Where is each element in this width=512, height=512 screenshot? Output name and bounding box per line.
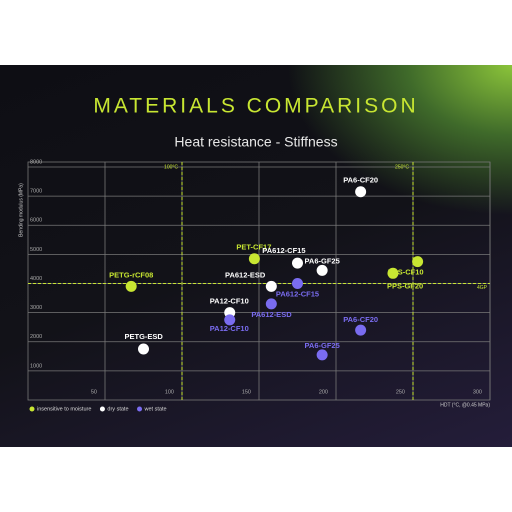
ref-label: 250°C [395, 164, 409, 170]
point [224, 314, 236, 326]
x-tick-label: 250 [396, 389, 405, 395]
legend-label: wet state [144, 406, 167, 412]
legend-marker [29, 406, 35, 412]
point [316, 349, 328, 361]
x-axis-label: HDT (°C, @0.45 MPa) [440, 402, 490, 408]
point [412, 256, 424, 268]
y-tick-label: 3000 [30, 305, 42, 311]
x-tick-label: 300 [473, 389, 482, 395]
point-label: PA6-GF25 [304, 341, 339, 350]
y-tick-label: 7000 [30, 189, 42, 195]
point [292, 257, 303, 269]
point-label: PETG-rCF08 [109, 270, 153, 279]
point [387, 267, 399, 279]
legend-label: insensitive to moisture [37, 406, 91, 412]
point-label: PA12-CF10 [210, 324, 249, 333]
legend-marker [137, 406, 143, 412]
y-tick-label: 6000 [30, 218, 42, 224]
point-label: PPS-GF20 [387, 281, 423, 290]
point-label: PA12-CF10 [210, 297, 249, 306]
point-label: PA6-GF25 [304, 256, 339, 265]
x-tick-label: 200 [319, 389, 328, 395]
point [248, 253, 260, 265]
x-tick-label: 100 [165, 389, 174, 395]
point-label: PA6-CF20 [343, 315, 378, 324]
point [265, 280, 277, 292]
y-tick-label: 1000 [30, 363, 42, 369]
point-label: PA6-CF20 [343, 176, 378, 185]
point [125, 280, 137, 292]
point-label: PA612-ESD [225, 270, 266, 279]
x-tick-label: 150 [242, 389, 251, 395]
y-tick-label: 5000 [30, 247, 42, 253]
point-label: PA612-ESD [251, 310, 292, 319]
point [292, 278, 303, 289]
point [138, 343, 149, 355]
chart-title: MATERIALS COMPARISON [93, 95, 418, 118]
point [355, 324, 367, 336]
chart-subtitle: Heat resistance - Stiffness [174, 134, 337, 150]
y-tick-label: 2000 [30, 334, 42, 340]
y-axis-label: Bending modulus (MPa) [18, 183, 24, 237]
ref-label: 4GP [477, 285, 488, 291]
point [265, 298, 277, 310]
y-tick-label: 8000 [30, 159, 42, 165]
point-label: PPS-CF10 [388, 268, 424, 277]
point-label: PET-CF17 [236, 243, 271, 252]
ref-label: 100°C [164, 164, 178, 170]
point [355, 186, 367, 198]
legend-marker [99, 406, 105, 412]
point-label: PETG-ESD [125, 332, 164, 341]
point [316, 264, 328, 276]
point-label: PA612-CF15 [262, 246, 305, 255]
x-tick-label: 50 [91, 389, 97, 395]
legend-label: dry state [107, 406, 128, 412]
y-tick-label: 4000 [30, 276, 42, 282]
point-label: PA612-CF15 [276, 289, 319, 298]
